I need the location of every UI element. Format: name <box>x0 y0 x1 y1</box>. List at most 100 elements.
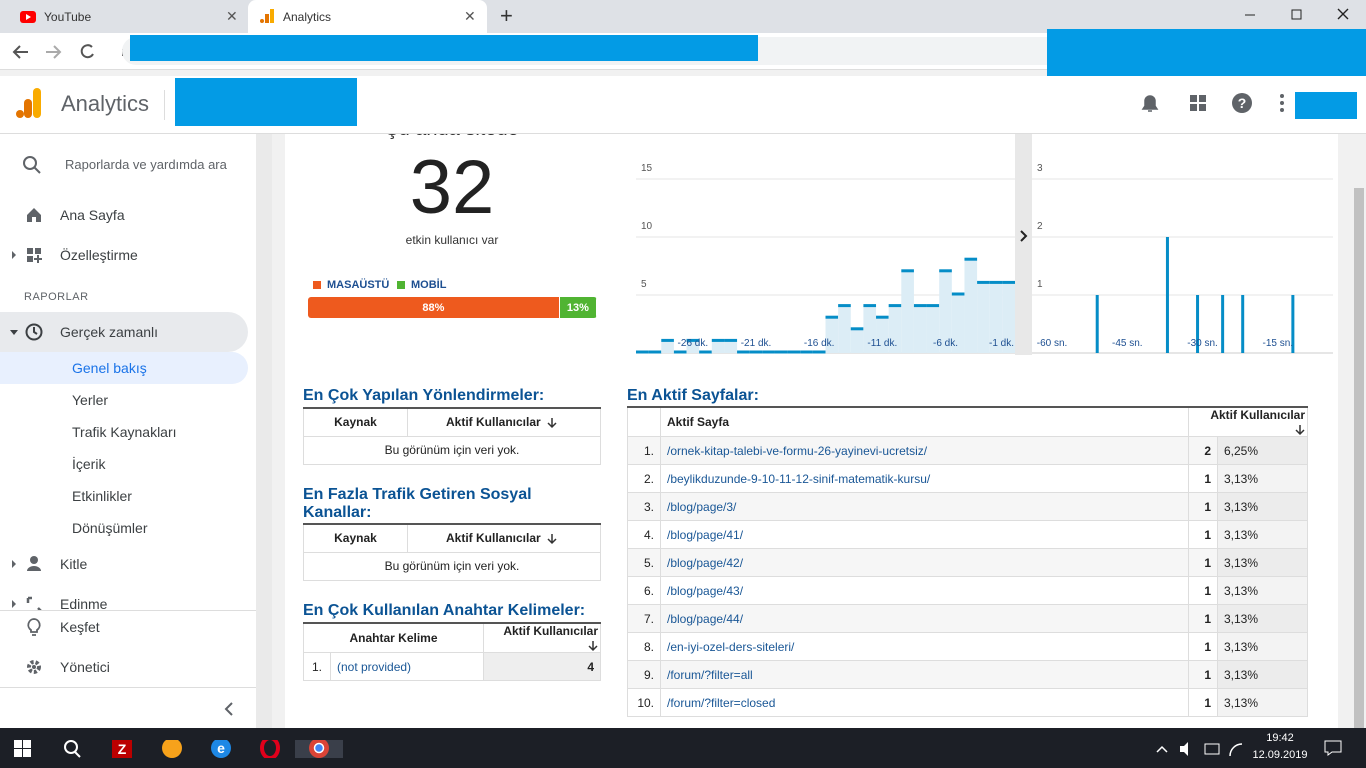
data-row[interactable]: 6./blog/page/43/1 3,13% <box>627 576 1308 605</box>
empty-row: Bu görünüm için veri yok. <box>303 551 601 581</box>
table-cell: 3,13% <box>1217 632 1308 661</box>
header-icons[interactable]: ? <box>1140 92 1300 116</box>
data-row[interactable]: 7./blog/page/44/1 3,13% <box>627 604 1308 633</box>
table-cell: Kaynak <box>303 407 408 437</box>
nav-item[interactable]: Edinme <box>60 596 108 610</box>
tab-title: YouTube <box>44 10 92 24</box>
table-cell: 9. <box>627 660 661 689</box>
redacted-url <box>130 35 758 61</box>
tab-active[interactable]: Analytics ✕ <box>248 0 487 33</box>
svg-text:Z: Z <box>118 741 127 757</box>
data-row[interactable]: 9./forum/?filter=all 1 3,13% <box>627 660 1308 689</box>
nav-item[interactable]: İçerik <box>72 456 106 472</box>
area-segment <box>951 295 965 353</box>
table-cell: 1. <box>627 436 661 465</box>
nav-item[interactable]: Özelleştirme <box>60 247 138 263</box>
nav-item[interactable]: Dönüşümler <box>72 520 148 536</box>
table-cell: /forum/?filter=all <box>660 660 1189 689</box>
nav-item[interactable]: Yönetici <box>60 659 110 675</box>
x-tick-label: -15 sn. <box>1263 338 1294 349</box>
nav-icon <box>25 323 43 341</box>
chart-divider[interactable] <box>1015 134 1032 355</box>
scrollbar <box>1352 134 1366 728</box>
table-cell: 1 <box>1188 660 1218 689</box>
table-title: En Çok Kullanılan Anahtar Kelimeler: <box>303 602 586 619</box>
area-segment <box>989 283 1003 353</box>
nav-item[interactable]: Trafik Kaynakları <box>72 424 177 440</box>
divider <box>0 610 256 611</box>
table-cell: /blog/page/41/ <box>660 520 1189 549</box>
area-segment <box>901 271 914 353</box>
x-tick-label: -30 sn. <box>1187 338 1218 349</box>
table-cell: 3. <box>627 492 661 521</box>
data-row[interactable]: 1./ornek-kitap-talebi-ve-formu-26-yayine… <box>627 436 1308 465</box>
y-tick-label: 1 <box>1037 279 1043 290</box>
sort-arrow[interactable] <box>547 533 557 545</box>
table-cell: 3,13% <box>1217 492 1308 521</box>
nav-item[interactable]: Ana Sayfa <box>60 207 125 223</box>
data-table: Kaynak Aktif Kullanıcılar Bu görünüm için … <box>303 407 601 465</box>
sort-arrow[interactable] <box>547 417 557 429</box>
area-segment <box>1002 283 1015 353</box>
area-segment <box>850 329 864 353</box>
data-row[interactable]: 10./forum/?filter=closed 1 3,13% <box>627 688 1308 717</box>
expand-caret <box>12 600 16 608</box>
sidebar-gutter <box>256 134 272 728</box>
redacted-block <box>1047 29 1366 76</box>
data-row[interactable]: 8./en-iyi-ozel-ders-siteleri/1 3,13% <box>627 632 1308 661</box>
expand-caret <box>12 560 16 568</box>
header-row: Kaynak Aktif Kullanıcılar <box>303 407 601 437</box>
nav-icon <box>26 596 42 610</box>
nav-buttons[interactable] <box>10 42 130 62</box>
expand-arrow <box>1020 230 1028 242</box>
tab-close[interactable]: ✕ <box>226 8 238 24</box>
bar <box>1095 295 1099 353</box>
table-cell: /blog/page/43/ <box>660 576 1189 605</box>
redacted-avatar <box>1295 92 1357 119</box>
table-cell: 5. <box>627 548 661 577</box>
sort-arrow[interactable] <box>1295 424 1305 436</box>
nav-item[interactable]: Etkinlikler <box>72 488 132 504</box>
data-row[interactable]: 2./beylikduzunde-9-10-11-12-sinif-matema… <box>627 464 1308 493</box>
legend-swatch <box>313 281 321 289</box>
data-table: Aktif Sayfa Aktif Kullanıcılar 1./ornek-ki… <box>627 406 1308 717</box>
data-row[interactable]: 5./blog/page/42/1 3,13% <box>627 548 1308 577</box>
scroll-thumb[interactable] <box>1354 188 1364 728</box>
tab-close[interactable]: ✕ <box>464 8 476 24</box>
area-segment <box>939 271 952 353</box>
table-cell: 2. <box>627 464 661 493</box>
data-table: Anahtar Kelime Aktif Kullanıcılar 1. (not p… <box>303 622 601 681</box>
area-segment <box>977 283 990 353</box>
data-row[interactable]: 3./blog/page/3/1 3,13% <box>627 492 1308 521</box>
tab[interactable]: YouTube ✕ <box>8 2 246 33</box>
nav-item[interactable]: Yerler <box>72 392 109 408</box>
bar <box>1221 295 1225 353</box>
search-icon <box>23 156 41 174</box>
nav-item[interactable]: Kitle <box>60 556 88 572</box>
nav-item[interactable]: Keşfet <box>60 619 100 635</box>
svg-text:?: ? <box>1238 95 1247 111</box>
data-row[interactable]: 4./blog/page/41/1 3,13% <box>627 520 1308 549</box>
table-cell: 1 <box>1188 464 1218 493</box>
notifications[interactable] <box>1324 740 1342 756</box>
table-cell: 10. <box>627 688 661 717</box>
table-cell: Anahtar Kelime <box>303 622 484 653</box>
sort-arrow[interactable] <box>588 640 598 652</box>
table-cell: Bu görünüm için veri yok. <box>303 551 601 581</box>
table-cell: /blog/page/3/ <box>660 492 1189 521</box>
nav-item[interactable]: Genel bakış <box>72 360 147 376</box>
device-segment: 88% <box>308 297 560 318</box>
table-cell: Bu görünüm için veri yok. <box>303 435 601 465</box>
tray-icons[interactable] <box>1155 740 1245 758</box>
nav-icon <box>27 660 41 674</box>
minute-chart: 5 10 15 -26 dk. -21 dk. -16 dk. -11 dk. -6 dk. -… <box>636 163 1015 354</box>
nav-item[interactable]: Raporlarda ve yardımda ara <box>65 157 227 172</box>
nav-item[interactable]: Gerçek zamanlı <box>60 324 159 340</box>
table-cell: 8. <box>627 632 661 661</box>
x-tick-label: -16 dk. <box>804 338 835 349</box>
active-users: 32 <box>409 145 495 230</box>
table-title: En Çok Yapılan Yönlendirmeler: <box>303 387 545 404</box>
new-tab[interactable]: + <box>500 3 513 28</box>
area-segment <box>661 341 674 353</box>
